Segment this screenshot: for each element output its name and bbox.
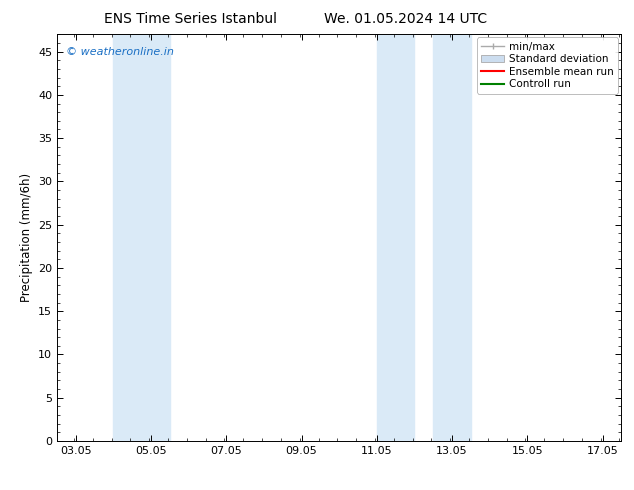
Bar [113, 34, 170, 441]
Y-axis label: Precipitation (mm/6h): Precipitation (mm/6h) [20, 173, 32, 302]
Bar [433, 34, 471, 441]
Bar [377, 34, 415, 441]
Text: ENS Time Series Istanbul: ENS Time Series Istanbul [104, 12, 276, 26]
Legend: min/max, Standard deviation, Ensemble mean run, Controll run: min/max, Standard deviation, Ensemble me… [477, 37, 618, 94]
Text: We. 01.05.2024 14 UTC: We. 01.05.2024 14 UTC [324, 12, 488, 26]
Text: © weatheronline.in: © weatheronline.in [65, 47, 173, 56]
